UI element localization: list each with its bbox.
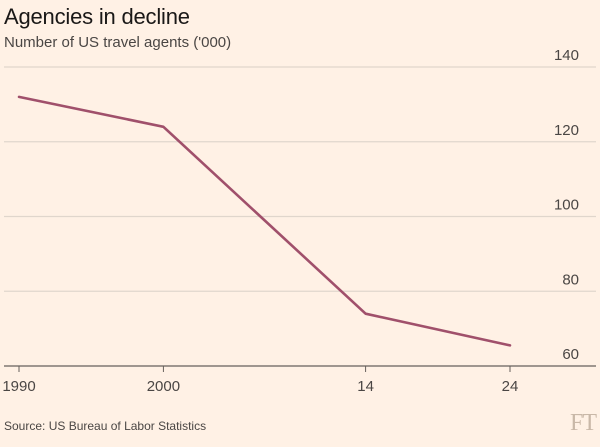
x-tick-label: 2000: [147, 378, 180, 395]
y-tick-label: 80: [562, 271, 579, 288]
y-tick-label: 60: [562, 346, 579, 363]
source-note: Source: US Bureau of Labor Statistics: [4, 419, 207, 433]
series-line: [17, 95, 512, 347]
x-tick-label: 1990: [2, 378, 35, 395]
y-tick-label: 140: [554, 47, 579, 64]
x-tick-label: 14: [357, 378, 374, 395]
x-tick-label: 24: [502, 378, 519, 395]
chart-subtitle: Number of US travel agents ('000): [4, 34, 232, 51]
chart-title: Agencies in decline: [4, 4, 190, 29]
y-tick-label: 100: [554, 197, 579, 214]
ft-logo: FT: [569, 410, 597, 436]
line-chart: 1990 2000 14 24 60 80 100 120 140: [2, 47, 596, 395]
y-tick-label: 120: [554, 122, 579, 139]
